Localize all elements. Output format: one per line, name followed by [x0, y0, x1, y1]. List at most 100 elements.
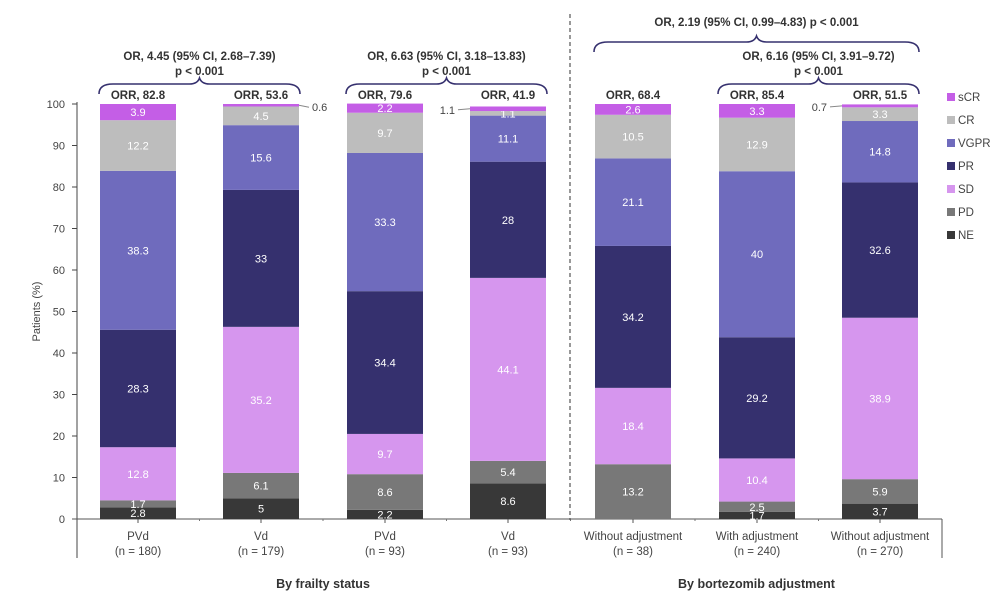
x-category-label: PVd — [127, 531, 149, 543]
p-value-label: p < 0.001 — [175, 66, 225, 78]
orr-label: ORR, 51.5 — [853, 90, 908, 102]
legend: sCR CR VGPR PR SD PD NE — [947, 92, 991, 242]
segment-value-label: 40 — [751, 249, 763, 261]
comparison-brace — [593, 33, 920, 53]
bar-segment-vgpr — [100, 170, 176, 330]
bar-segment-vgpr — [470, 115, 546, 162]
y-tick-label: 0 — [59, 514, 65, 526]
bar-segment-scr — [470, 106, 546, 112]
segment-value-label: 18.4 — [622, 421, 643, 433]
x-category-label: Vd — [254, 531, 268, 543]
segment-value-label: 44.1 — [497, 364, 518, 376]
segment-value-label: 32.6 — [869, 245, 890, 257]
y-axis-label: Patients (%) — [31, 282, 43, 342]
bar-segment-pd — [223, 472, 299, 499]
segment-value-label: 10.5 — [622, 132, 643, 144]
y-tick-label: 60 — [53, 265, 65, 277]
segment-value-label: 11.1 — [498, 134, 519, 146]
segment-value-label: 21.1 — [622, 197, 643, 209]
bar-segment-ne — [347, 509, 423, 519]
x-category-n: (n = 240) — [734, 546, 781, 558]
p-value-label: p < 0.001 — [422, 66, 472, 78]
y-tick-label: 20 — [53, 431, 65, 443]
bar-segment-pd — [100, 500, 176, 508]
odds-ratio-label: OR, 2.19 (95% CI, 0.99–4.83) p < 0.001 — [654, 17, 859, 29]
bar-segment-cr — [719, 117, 795, 172]
segment-value-label: 5 — [258, 504, 264, 516]
axes: 0 10 20 30 40 50 60 70 80 90 100 Patients (%) PVd (n … — [31, 14, 943, 591]
x-category-label: Vd — [501, 531, 515, 543]
y-tick-label: 70 — [53, 224, 65, 236]
odds-ratio-label: OR, 6.63 (95% CI, 3.18–13.83) — [367, 51, 526, 63]
annotations: ORR, 82.8 ORR, 53.6 ORR, 79.6 ORR, 41.9 ORR,… — [98, 17, 920, 117]
bar-stack: 8.6 5.4 44.1 28 11.1 1.1 — [470, 106, 546, 519]
legend-label-sd: SD — [958, 184, 974, 196]
y-tick-label: 10 — [53, 473, 65, 485]
x-category-n: (n = 180) — [115, 546, 162, 558]
bar-segment-pr — [347, 291, 423, 434]
segment-value-label: 3.3 — [872, 109, 887, 121]
bar-stack: 1.72.5 10.4 29.2 40 12.9 3.3 — [719, 104, 795, 522]
x-category-label: PVd — [374, 531, 396, 543]
segment-value-label: 8.6 — [377, 487, 392, 499]
segment-value-label: 34.4 — [374, 358, 395, 370]
y-tick-label: 50 — [53, 307, 65, 319]
bar-segment-sd — [595, 387, 671, 465]
y-tick-label: 40 — [53, 348, 65, 360]
legend-label-scr: sCR — [958, 92, 980, 104]
bar-segment-sd — [842, 317, 918, 480]
segment-value-label: 2.8 — [130, 508, 145, 520]
bar-segment-cr — [347, 112, 423, 153]
x-category-label: With adjustment — [716, 531, 799, 543]
segment-value-label: 1.7 — [749, 510, 764, 522]
bar-segment-sd — [347, 433, 423, 475]
bar-segment-pr — [100, 329, 176, 448]
legend-label-ne: NE — [958, 230, 974, 242]
bar-segment-ne — [470, 483, 546, 519]
x-category-label: Without adjustment — [584, 531, 683, 543]
legend-swatch-cr — [947, 116, 955, 124]
y-tick-label: 30 — [53, 390, 65, 402]
bar-segment-sd — [719, 458, 795, 502]
bar-segment-cr — [223, 106, 299, 126]
segment-value-label: 28.3 — [127, 383, 148, 395]
y-tick-label: 80 — [53, 182, 65, 194]
segment-value-label: 38.9 — [869, 393, 890, 405]
segment-value-label: 34.2 — [622, 312, 643, 324]
segment-value-label: 13.2 — [622, 487, 643, 499]
segment-value-label: 4.5 — [253, 111, 268, 123]
bar-segment-scr — [595, 104, 671, 115]
bar-segment-vgpr — [595, 158, 671, 246]
bar-segment-pd — [595, 464, 671, 519]
bar-segment-ne — [719, 511, 795, 519]
callout-label: 0.6 — [312, 102, 327, 114]
orr-label: ORR, 41.9 — [481, 90, 535, 102]
x-category-label: Without adjustment — [831, 531, 930, 543]
bar-segment-sd — [470, 277, 546, 461]
group-label: By frailty status — [276, 577, 370, 591]
bar-segment-ne — [842, 503, 918, 519]
segment-value-label: 5.9 — [872, 486, 887, 498]
legend-label-vgpr: VGPR — [958, 138, 991, 150]
segment-value-label: 5.4 — [500, 467, 515, 479]
segment-value-label: 1.1 — [500, 108, 515, 120]
odds-ratio-label: OR, 4.45 (95% CI, 2.68–7.39) — [123, 51, 275, 63]
legend-label-cr: CR — [958, 115, 975, 127]
bar-segment-pr — [470, 161, 546, 278]
callout-label: 1.1 — [440, 105, 455, 117]
callout-leader — [298, 104, 310, 108]
bar-segment-ne — [223, 498, 299, 519]
bar-segment-pr — [595, 245, 671, 388]
bar-segment-vgpr — [347, 152, 423, 292]
orr-label: ORR, 85.4 — [730, 90, 785, 102]
bar-segment-cr — [842, 107, 918, 122]
bar-segment-vgpr — [842, 121, 918, 183]
segment-value-label: 3.7 — [872, 506, 887, 518]
segment-value-label: 12.9 — [746, 139, 767, 151]
segment-value-label: 2.5 — [749, 502, 764, 514]
segment-value-label: 33.3 — [374, 217, 395, 229]
segment-value-label: 9.7 — [377, 449, 392, 461]
bar-stack: 2.2 8.6 9.7 34.4 33.3 9.7 2.2 — [347, 103, 423, 521]
x-category-n: (n = 93) — [488, 546, 528, 558]
